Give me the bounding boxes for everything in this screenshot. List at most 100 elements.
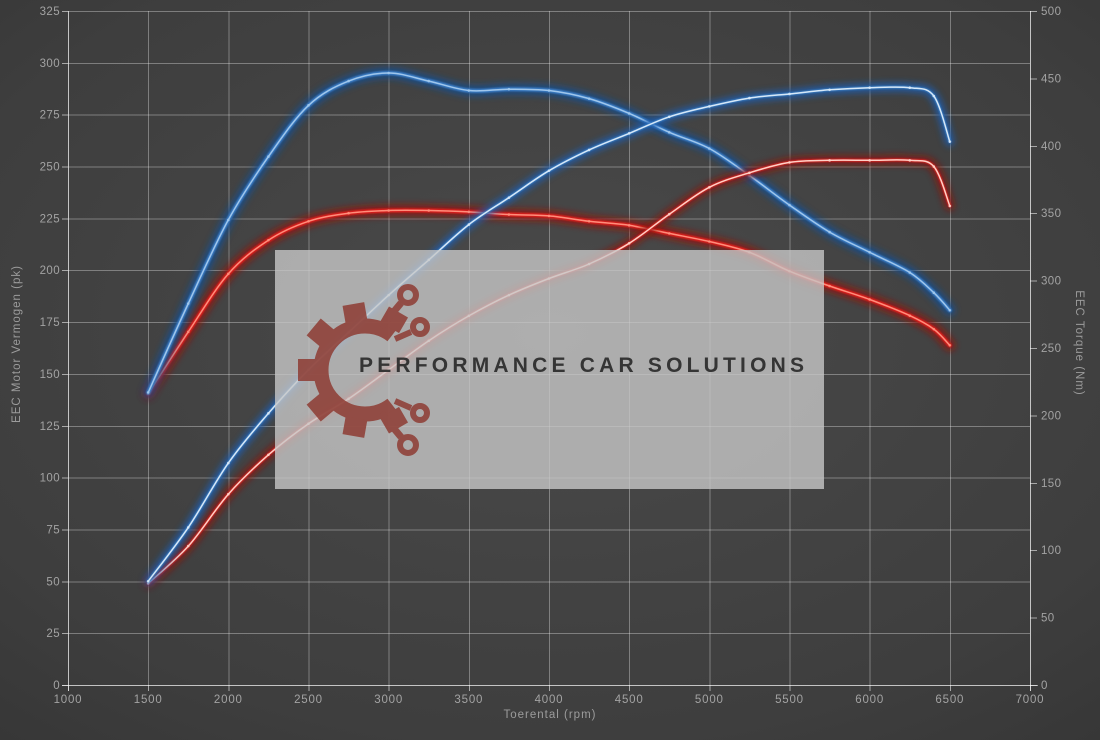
data-point	[948, 204, 952, 208]
tick-label: 150	[40, 369, 60, 381]
tick-label: 25	[46, 628, 60, 640]
data-point	[186, 330, 190, 334]
data-point	[547, 169, 551, 172]
tick-label: 250	[40, 162, 60, 174]
data-point	[948, 140, 952, 143]
data-point	[467, 223, 471, 226]
data-point	[667, 212, 671, 216]
data-point	[708, 105, 711, 108]
tick-label: 3500	[454, 694, 483, 706]
tick-label: 75	[46, 524, 60, 536]
data-point	[227, 461, 230, 465]
data-point	[507, 213, 511, 216]
tick-label: 400	[1041, 141, 1061, 153]
data-point	[427, 209, 431, 212]
data-point	[227, 218, 230, 222]
data-point	[267, 238, 270, 242]
tick-label: 300	[1041, 276, 1061, 288]
axes	[62, 11, 1038, 691]
tick-label: 2000	[214, 694, 243, 706]
tick-labels: 0 25 50 75 100 125 150 175 200 225 250 275 300 325 0 50…	[40, 6, 1061, 706]
data-point	[908, 314, 912, 317]
data-point	[547, 89, 551, 92]
data-point	[347, 211, 350, 215]
tick-label: 225	[40, 213, 60, 225]
tick-label: 500	[1041, 6, 1061, 18]
data-point	[307, 104, 310, 107]
data-point	[788, 161, 791, 164]
data-point	[908, 86, 912, 90]
data-point	[948, 308, 952, 312]
data-point	[788, 92, 791, 96]
data-point	[932, 327, 936, 331]
data-point	[267, 412, 270, 415]
data-point	[932, 291, 936, 295]
data-point	[627, 132, 631, 135]
data-point	[547, 214, 551, 218]
data-point	[748, 96, 751, 100]
data-point	[788, 203, 791, 207]
data-point	[227, 272, 230, 276]
data-point	[868, 298, 871, 301]
data-point	[587, 219, 591, 223]
data-point	[828, 284, 831, 288]
data-point	[748, 171, 751, 175]
data-point	[828, 230, 831, 234]
series-torque-blue	[142, 67, 956, 398]
tick-label: 0	[53, 680, 60, 692]
gear-circuit-logo-icon	[298, 284, 430, 456]
data-point	[227, 492, 230, 496]
data-point	[627, 224, 631, 227]
tick-label: 125	[40, 421, 60, 433]
data-point	[186, 526, 190, 529]
tick-label: 275	[40, 110, 60, 122]
data-point	[932, 165, 936, 168]
tick-label: 150	[1041, 478, 1061, 490]
data-point	[467, 89, 471, 92]
data-point	[627, 112, 631, 115]
data-point	[948, 344, 952, 347]
tick-label: 50	[46, 576, 60, 588]
tick-label: 2500	[294, 694, 323, 706]
data-point	[186, 302, 190, 305]
data-point	[708, 147, 711, 150]
data-point	[708, 240, 711, 243]
tick-label: 7000	[1016, 694, 1045, 706]
tick-label: 200	[40, 265, 60, 277]
data-point	[868, 250, 871, 254]
tick-label: 1500	[134, 694, 163, 706]
tick-label: 4500	[615, 694, 644, 706]
tick-label: 300	[40, 58, 60, 70]
data-point	[347, 79, 350, 83]
data-point	[467, 210, 471, 214]
data-point	[667, 232, 671, 235]
tick-label: 3000	[374, 694, 403, 706]
data-point	[146, 580, 150, 583]
tick-label: 6500	[935, 694, 964, 706]
tick-label: 100	[1041, 545, 1061, 557]
data-point	[908, 271, 912, 274]
tick-label: 100	[40, 473, 60, 485]
data-point	[387, 71, 390, 75]
data-point	[267, 453, 270, 457]
data-point	[587, 97, 591, 100]
data-point	[267, 155, 270, 158]
data-point	[307, 219, 310, 223]
data-point	[708, 185, 711, 189]
data-point	[507, 196, 511, 199]
tick-label: 450	[1041, 73, 1061, 85]
data-point	[507, 87, 511, 91]
tick-label: 1000	[54, 694, 83, 706]
data-point	[387, 209, 390, 212]
data-point	[146, 391, 150, 394]
data-point	[186, 544, 190, 548]
tick-label: 350	[1041, 208, 1061, 220]
tick-label: 0	[1041, 680, 1048, 692]
data-point	[667, 131, 671, 134]
data-point	[667, 115, 671, 119]
data-point	[908, 159, 912, 162]
data-point	[627, 241, 631, 245]
watermark-text: PERFORMANCE CAR SOLUTIONS	[359, 354, 809, 377]
data-point	[427, 79, 431, 83]
